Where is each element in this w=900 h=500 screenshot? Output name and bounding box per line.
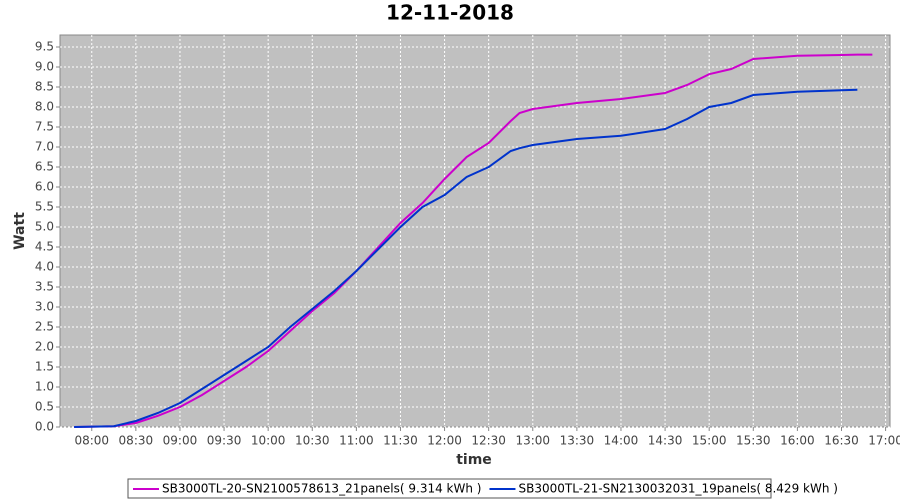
y-tick-label: 1.5 (35, 360, 54, 374)
x-tick-label: 17:00 (868, 434, 900, 448)
plot-area (59, 34, 891, 428)
x-tick-label: 14:00 (604, 434, 639, 448)
y-tick-label: 4.5 (35, 240, 54, 254)
x-tick-label: 12:00 (427, 434, 462, 448)
x-tick-label: 10:00 (251, 434, 286, 448)
series-line (74, 88, 858, 428)
x-tick-label: 15:30 (736, 434, 771, 448)
x-tick-label: 09:30 (207, 434, 242, 448)
x-tick-label: 14:30 (648, 434, 683, 448)
x-tick-label: 13:00 (515, 434, 550, 448)
x-tick-label: 10:30 (295, 434, 330, 448)
y-tick-label: 0.5 (35, 400, 54, 414)
x-tick-label: 13:30 (560, 434, 595, 448)
y-tick-label: 3.0 (35, 300, 54, 314)
y-tick-label: 9.5 (35, 40, 54, 54)
y-tick-label: 7.0 (35, 140, 54, 154)
y-tick-label: 9.0 (35, 60, 54, 74)
x-tick-label: 12:30 (471, 434, 506, 448)
x-tick-label: 08:00 (74, 434, 109, 448)
x-axis-label: time (456, 452, 492, 468)
y-tick-label: 3.5 (35, 280, 54, 294)
y-tick-label: 6.5 (35, 160, 54, 174)
y-tick-label: 6.0 (35, 180, 54, 194)
y-tick-label: 0.0 (35, 420, 54, 434)
y-tick-label: 2.5 (35, 320, 54, 334)
y-tick-label: 1.0 (35, 380, 54, 394)
y-tick-label: 5.0 (35, 220, 54, 234)
x-tick-label: 11:00 (339, 434, 374, 448)
legend (127, 478, 772, 499)
legend-label: SB3000TL-21-SN2130032031_19panels( 8.429… (518, 482, 837, 496)
y-tick-label: 8.0 (35, 100, 54, 114)
x-tick-label: 16:30 (824, 434, 859, 448)
y-tick-label: 2.0 (35, 340, 54, 354)
x-tick-label: 16:00 (780, 434, 815, 448)
x-tick-label: 11:30 (383, 434, 418, 448)
y-tick-label: 8.5 (35, 80, 54, 94)
x-tick-label: 09:00 (163, 434, 198, 448)
x-tick-label: 15:00 (692, 434, 727, 448)
y-tick-label: 4.0 (35, 260, 54, 274)
x-tick-label: 08:30 (119, 434, 154, 448)
series-line (74, 53, 873, 428)
y-tick-label: 5.5 (35, 200, 54, 214)
legend-label: SB3000TL-20-SN2100578613_21panels( 9.314… (162, 482, 481, 496)
chart-title: 12-11-2018 (386, 1, 514, 25)
y-tick-label: 7.5 (35, 120, 54, 134)
y-axis-label: Watt (12, 212, 28, 250)
